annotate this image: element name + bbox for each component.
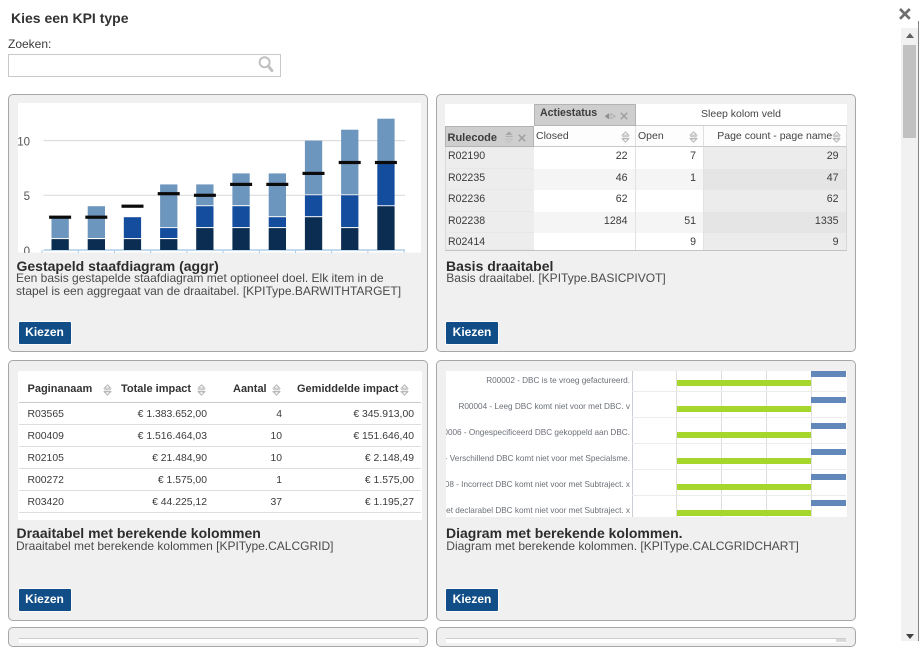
svg-text:10: 10 [18,136,30,148]
svg-text:0: 0 [23,246,29,253]
svg-text:5: 5 [23,191,29,203]
